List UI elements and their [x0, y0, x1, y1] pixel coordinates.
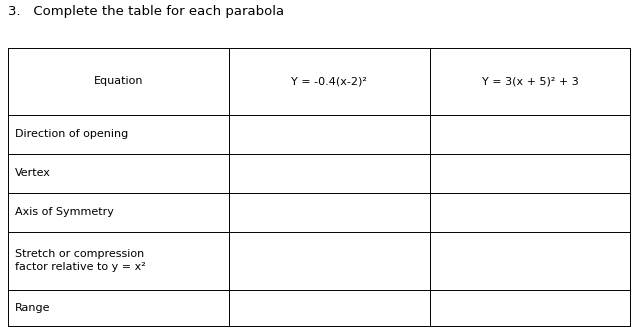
Text: Vertex: Vertex: [15, 168, 51, 178]
Text: Direction of opening: Direction of opening: [15, 129, 129, 139]
Text: Y = 3(x + 5)² + 3: Y = 3(x + 5)² + 3: [482, 76, 579, 87]
Text: Range: Range: [15, 303, 51, 313]
Text: Axis of Symmetry: Axis of Symmetry: [15, 207, 114, 217]
Text: Equation: Equation: [93, 76, 143, 87]
Text: Stretch or compression
factor relative to y = x²: Stretch or compression factor relative t…: [15, 249, 146, 272]
Text: Y = -0.4(x-2)²: Y = -0.4(x-2)²: [292, 76, 367, 87]
Text: 3.   Complete the table for each parabola: 3. Complete the table for each parabola: [8, 5, 284, 18]
